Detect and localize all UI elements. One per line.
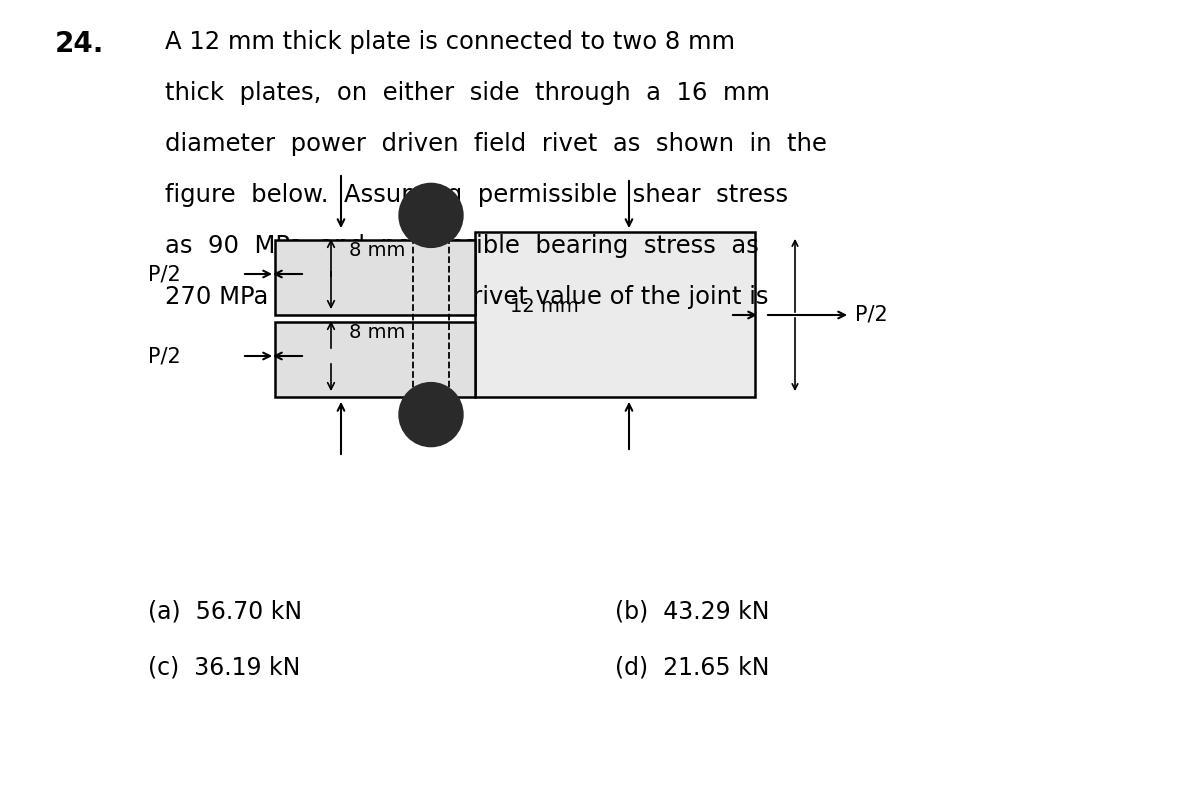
Text: P/2: P/2 <box>148 346 181 366</box>
Text: (b)  43.29 kN: (b) 43.29 kN <box>616 600 769 624</box>
Text: figure  below.  Assuming  permissible  shear  stress: figure below. Assuming permissible shear… <box>166 183 788 207</box>
Text: 270 MPa in the rivet, the rivet value of the joint is: 270 MPa in the rivet, the rivet value of… <box>166 285 768 309</box>
Circle shape <box>398 382 463 447</box>
Bar <box>275 240 475 315</box>
Text: thick  plates,  on  either  side  through  a  16  mm: thick plates, on either side through a 1… <box>166 81 770 105</box>
Text: diameter  power  driven  field  rivet  as  shown  in  the: diameter power driven field rivet as sho… <box>166 132 827 156</box>
Text: (c)  36.19 kN: (c) 36.19 kN <box>148 655 300 679</box>
Text: as  90  MPa  and  permissible  bearing  stress  as: as 90 MPa and permissible bearing stress… <box>166 234 758 258</box>
Circle shape <box>398 184 463 247</box>
Text: (a)  56.70 kN: (a) 56.70 kN <box>148 600 302 624</box>
Text: 24.: 24. <box>55 30 104 58</box>
Text: A 12 mm thick plate is connected to two 8 mm: A 12 mm thick plate is connected to two … <box>166 30 734 54</box>
Text: 8 mm: 8 mm <box>349 323 406 342</box>
Text: P/2: P/2 <box>854 305 888 325</box>
Text: P/2: P/2 <box>148 264 181 284</box>
Text: 12 mm: 12 mm <box>510 298 578 316</box>
Bar <box>275 322 475 397</box>
Bar <box>475 232 755 397</box>
Text: 8 mm: 8 mm <box>349 241 406 260</box>
Text: (d)  21.65 kN: (d) 21.65 kN <box>616 655 769 679</box>
